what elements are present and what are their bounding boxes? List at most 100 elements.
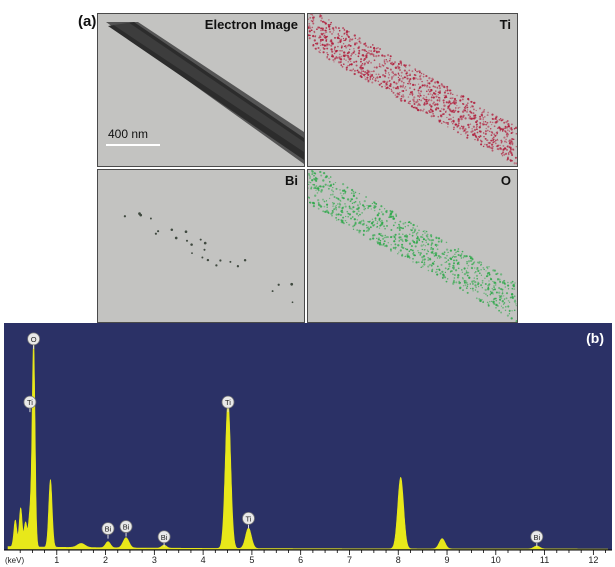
ti-dot [393,81,396,84]
ti-dot [371,78,374,80]
ti-dot [402,84,404,86]
ti-dot [413,96,416,99]
ti-dot [395,82,398,85]
o-dot [455,251,457,254]
o-dot [436,271,438,273]
o-dot [476,283,480,286]
ti-dot [443,101,445,104]
svg-text:Bi: Bi [105,525,112,534]
ti-dot [334,36,336,39]
o-dot [430,246,433,249]
ti-dot [503,136,506,139]
o-dot [328,197,331,200]
o-dot [412,223,415,227]
o-dot [480,261,483,264]
o-dot [400,238,404,241]
ti-dot [494,141,496,143]
ti-dot [391,61,394,64]
ti-dot [355,42,358,45]
o-dot [319,185,322,188]
o-dot [444,267,447,270]
o-dot [408,250,411,252]
o-dot [352,190,355,193]
ti-dot [427,82,429,84]
ti-dot [494,142,497,145]
ti-dot [452,123,454,125]
o-dot [492,301,495,304]
ti-dot [479,130,482,133]
ti-dot [384,69,386,71]
o-dot [317,199,320,202]
ti-dot [466,102,469,105]
ti-dot [433,101,435,104]
o-dot [394,246,397,249]
ti-dot [475,124,478,126]
ti-dot [438,100,441,102]
ti-dot [367,73,370,76]
o-dot [352,194,356,198]
ti-dot [345,59,347,61]
ti-dot [464,132,467,135]
ti-dot [401,77,405,80]
o-dot [423,261,426,264]
spectrum-plot-area [4,323,612,550]
ti-dot [395,96,397,98]
o-dot [322,210,325,213]
ti-dot [358,37,361,40]
ti-dot [414,68,417,70]
ti-dot [359,42,362,44]
ti-dot [436,81,440,84]
o-dot [422,234,424,236]
ti-dot [388,84,391,87]
o-dot [308,174,310,176]
ti-dot [386,60,389,63]
o-dot [380,234,382,236]
svg-text:Bi: Bi [161,533,168,542]
ti-dot [353,72,356,76]
o-dot [487,287,490,290]
o-dot [308,181,310,183]
o-dot [313,171,316,175]
o-dot [441,252,444,255]
ti-dot [446,87,448,90]
o-dot [460,257,463,259]
o-dot [511,280,514,283]
ti-dot [402,81,405,84]
o-dot [426,249,429,251]
ti-dot [396,85,399,88]
ti-dot [342,37,345,40]
x-axis-label: (keV) [5,556,24,565]
ti-dot [484,130,487,133]
o-dot [316,177,319,180]
o-dot [463,279,466,283]
o-dot [406,253,409,257]
ti-dot [418,98,421,101]
o-dot [354,222,357,225]
o-dot [333,202,335,205]
ti-dot [373,50,375,53]
ti-dot [476,138,479,140]
o-dot [376,222,378,225]
o-dot [317,203,321,206]
ti-dot [478,126,481,129]
ti-dot [345,68,348,71]
o-dot [500,297,503,299]
o-dot [486,266,489,269]
ti-dot [452,111,456,114]
ti-dot [488,141,491,145]
o-dot [445,261,448,263]
ti-dot [392,62,395,65]
o-dot [503,302,506,304]
o-dot [342,193,345,195]
o-dot [446,254,448,257]
ti-dot [417,83,420,85]
o-dot [308,187,309,189]
ti-dot [443,104,446,107]
o-dot [312,177,316,181]
o-dot [484,282,487,286]
ti-dot [513,128,516,130]
o-dot [415,242,417,244]
o-dot [363,233,365,235]
ti-dot [484,143,486,146]
o-dot [339,199,341,202]
